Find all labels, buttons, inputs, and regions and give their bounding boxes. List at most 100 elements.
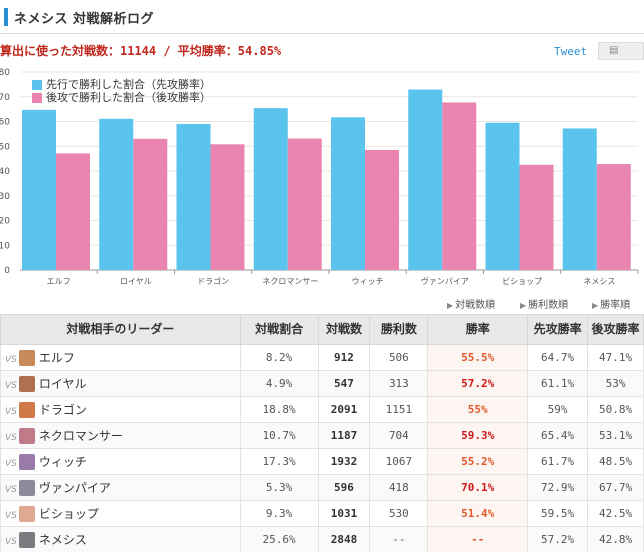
bar-first-rate [408, 89, 443, 270]
sort-by-battles[interactable]: ▶ 対戦数順 [447, 296, 495, 311]
header-leader[interactable]: 対戦相手のリーダー [0, 314, 241, 345]
legend-swatch-second [32, 92, 42, 103]
wins-cell: 530 [369, 500, 429, 527]
x-tick-label: ロイヤル [120, 277, 152, 286]
sort-bar: ▶ 対戦数順 ▶ 勝利数順 ▶ 勝率順 [0, 296, 644, 312]
wins-cell: -- [369, 526, 429, 552]
legend-label-first: 先行で勝利した割合（先攻勝率） [46, 78, 211, 91]
legend-item-first: 先行で勝利した割合（先攻勝率） [32, 78, 211, 91]
chart-legend: 先行で勝利した割合（先攻勝率） 後攻で勝利した割合（後攻勝率） [32, 78, 211, 104]
page-header: ネメシス 対戦解析ログ [0, 0, 644, 34]
leader-avatar-icon [18, 376, 35, 393]
second-rate-cell: 42.8% [587, 526, 644, 552]
second-rate-cell: 53% [587, 370, 644, 397]
table-row[interactable]: VS ヴァンパイア 5.3% 596 418 70.1% 72.9% 67.7% [0, 474, 644, 501]
tweet-button[interactable]: Tweet [554, 45, 588, 58]
x-tick-label: ヴァンパイア [421, 276, 469, 286]
first-rate-cell: 65.4% [527, 422, 589, 449]
vs-label: VS [5, 484, 17, 495]
rate-cell: 59.3% [427, 422, 529, 449]
share-cell: 25.6% [239, 526, 319, 552]
winrate-chart: 0 10 20 30 40 50 60 70 80 エルフ ロイヤル ドラゴン ネクロマンサー ウィッチ ヴ… [0, 62, 644, 294]
vs-label: VS [5, 510, 17, 521]
header-wins[interactable]: 勝利数 [369, 314, 429, 345]
y-tick-label: 60 [0, 118, 10, 128]
share-button[interactable]: ▤ [598, 42, 644, 60]
header-first-rate[interactable]: 先攻勝率 [527, 314, 589, 345]
table-row[interactable]: VS ビショップ 9.3% 1031 530 51.4% 59.5% 42.5% [0, 500, 644, 527]
leader-name: ネメシス [38, 532, 87, 547]
sort-by-wins[interactable]: ▶ 勝利数順 [520, 296, 568, 311]
vs-label: VS [5, 432, 17, 443]
bar-second-rate [596, 164, 631, 270]
wins-cell: 704 [369, 422, 429, 449]
leader-avatar-icon [18, 454, 35, 471]
bar-second-rate [133, 138, 168, 270]
header-rate[interactable]: 勝率 [427, 314, 529, 345]
leader-cell: VS ロイヤル [0, 370, 241, 397]
y-tick-label: 10 [0, 241, 10, 251]
y-tick-label: 0 [4, 266, 10, 276]
leader-cell: VS ネメシス [0, 526, 241, 552]
leader-cell: VS ビショップ [0, 500, 241, 527]
y-tick-label: 80 [0, 68, 10, 78]
rate-cell: -- [427, 526, 529, 552]
header-battles[interactable]: 対戦数 [317, 314, 371, 345]
sort-by-wins-label: 勝利数順 [528, 300, 569, 311]
battles-cell: 1031 [317, 500, 371, 527]
x-tick-label: ドラゴン [197, 276, 229, 286]
table-row[interactable]: VS エルフ 8.2% 912 506 55.5% 64.7% 47.1% [0, 344, 644, 371]
triangle-right-icon: ▶ [592, 301, 599, 310]
table-row[interactable]: VS ウィッチ 17.3% 1932 1067 55.2% 61.7% 48.5% [0, 448, 644, 475]
y-tick-label: 40 [0, 167, 10, 177]
document-icon: ▤ [609, 45, 619, 56]
x-tick-label: ビショップ [502, 277, 542, 286]
table-row[interactable]: VS ドラゴン 18.8% 2091 1151 55% 59% 50.8% [0, 396, 644, 423]
share-cell: 4.9% [239, 370, 319, 397]
leader-cell: VS ネクロマンサー [0, 422, 241, 449]
sort-by-rate[interactable]: ▶ 勝率順 [592, 296, 630, 311]
first-rate-cell: 59% [527, 396, 589, 423]
y-tick-label: 20 [0, 217, 10, 227]
summary-text: 算出に使った対戦数：11144 / 平均勝率：54.85% [0, 44, 282, 58]
first-rate-cell: 64.7% [527, 344, 589, 371]
share-cell: 10.7% [239, 422, 319, 449]
leader-avatar-icon [18, 402, 35, 419]
legend-swatch-first [32, 79, 42, 90]
triangle-right-icon: ▶ [447, 301, 454, 310]
x-tick-label: エルフ [47, 277, 71, 286]
rate-cell: 57.2% [427, 370, 529, 397]
leader-avatar-icon [18, 350, 35, 367]
share-cell: 5.3% [239, 474, 319, 501]
vs-label: VS [5, 458, 17, 469]
table-body: VS エルフ 8.2% 912 506 55.5% 64.7% 47.1% VS ロイヤル 4.9%… [0, 344, 644, 552]
bar-first-rate [99, 118, 134, 270]
y-tick-label: 50 [0, 142, 10, 152]
vs-label: VS [5, 406, 17, 417]
first-rate-cell: 59.5% [527, 500, 589, 527]
second-rate-cell: 47.1% [587, 344, 644, 371]
wins-cell: 1067 [369, 448, 429, 475]
table-row[interactable]: VS ネクロマンサー 10.7% 1187 704 59.3% 65.4% 53.1% [0, 422, 644, 449]
table-row[interactable]: VS ネメシス 25.6% 2848 -- -- 57.2% 42.8% [0, 526, 644, 552]
second-rate-cell: 50.8% [587, 396, 644, 423]
share-cell: 8.2% [239, 344, 319, 371]
x-tick-label: ネメシス [583, 277, 615, 286]
battles-cell: 912 [317, 344, 371, 371]
leader-name: ウィッチ [38, 454, 87, 469]
header-second-rate[interactable]: 後攻勝率 [587, 314, 644, 345]
bar-first-rate [562, 128, 597, 270]
wins-cell: 506 [369, 344, 429, 371]
leader-avatar-icon [18, 506, 35, 523]
bar-first-rate [22, 109, 56, 271]
share-cell: 18.8% [239, 396, 319, 423]
bar-second-rate [365, 149, 399, 270]
vs-label: VS [5, 354, 17, 365]
leader-name: エルフ [38, 350, 75, 365]
bar-second-rate [287, 138, 322, 270]
header-share[interactable]: 対戦割合 [239, 314, 319, 345]
battles-cell: 1187 [317, 422, 371, 449]
table-row[interactable]: VS ロイヤル 4.9% 547 313 57.2% 61.1% 53% [0, 370, 644, 397]
leader-name: ビショップ [38, 506, 99, 521]
second-rate-cell: 53.1% [587, 422, 644, 449]
